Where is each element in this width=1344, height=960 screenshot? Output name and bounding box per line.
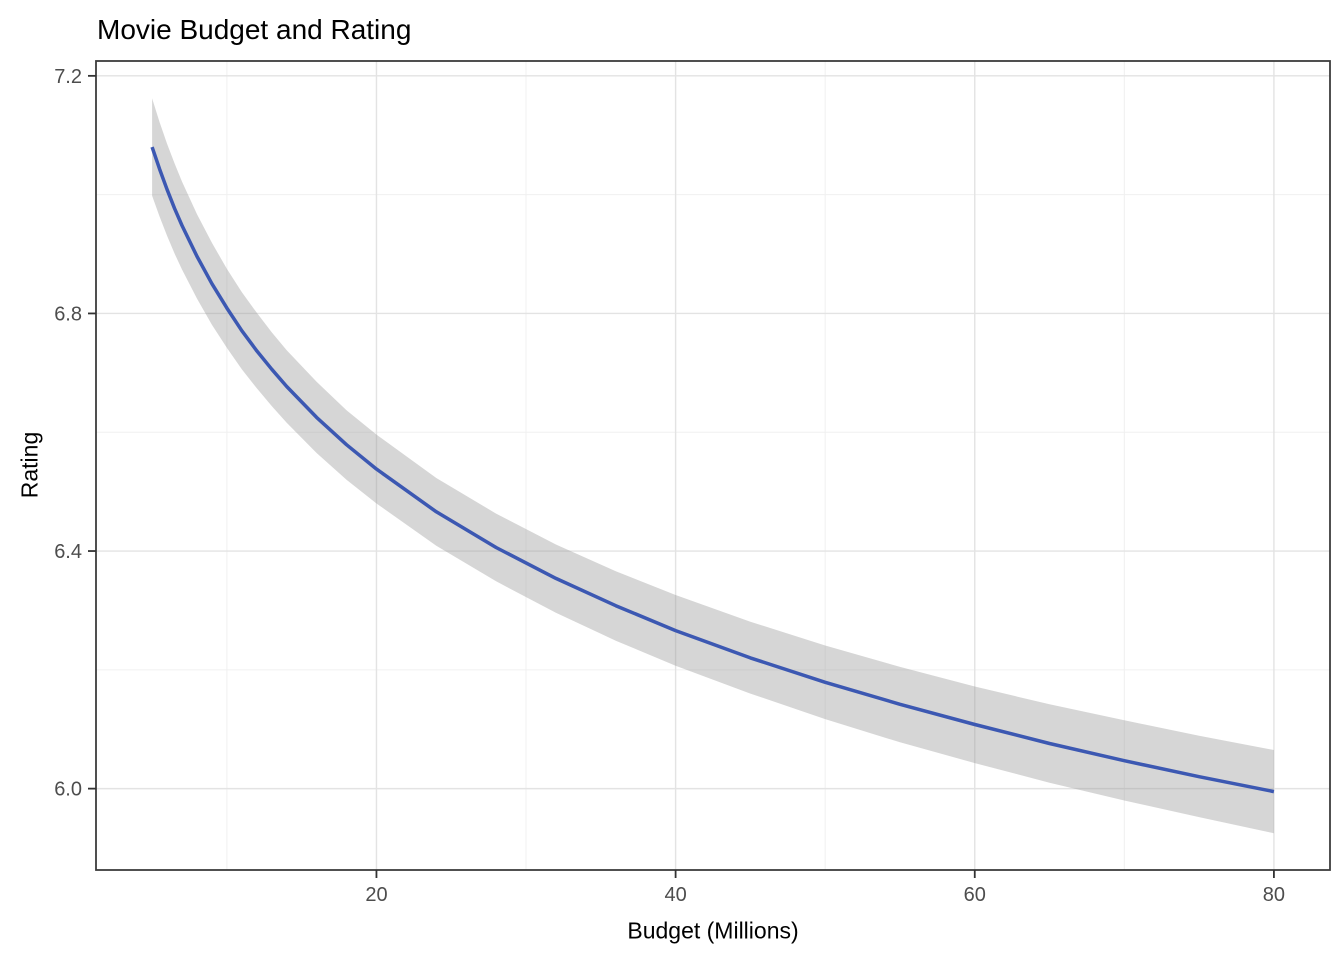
y-tick-label: 6.8 — [54, 303, 82, 325]
x-tick-label: 20 — [365, 884, 387, 906]
panel-border — [95, 60, 1331, 871]
y-tick-label: 6.4 — [54, 541, 82, 563]
x-axis-label: Budget (Millions) — [627, 917, 799, 944]
x-tick-label: 40 — [664, 884, 686, 906]
confidence-band — [152, 98, 1274, 834]
y-tick-label: 7.2 — [54, 66, 82, 88]
x-tick-label: 60 — [964, 884, 986, 906]
y-axis-label: Rating — [16, 431, 43, 499]
chart-title: Movie Budget and Rating — [97, 14, 412, 45]
y-tick-label: 6.0 — [54, 779, 82, 801]
x-tick-label: 80 — [1263, 884, 1285, 906]
trend-line — [150, 146, 1275, 794]
